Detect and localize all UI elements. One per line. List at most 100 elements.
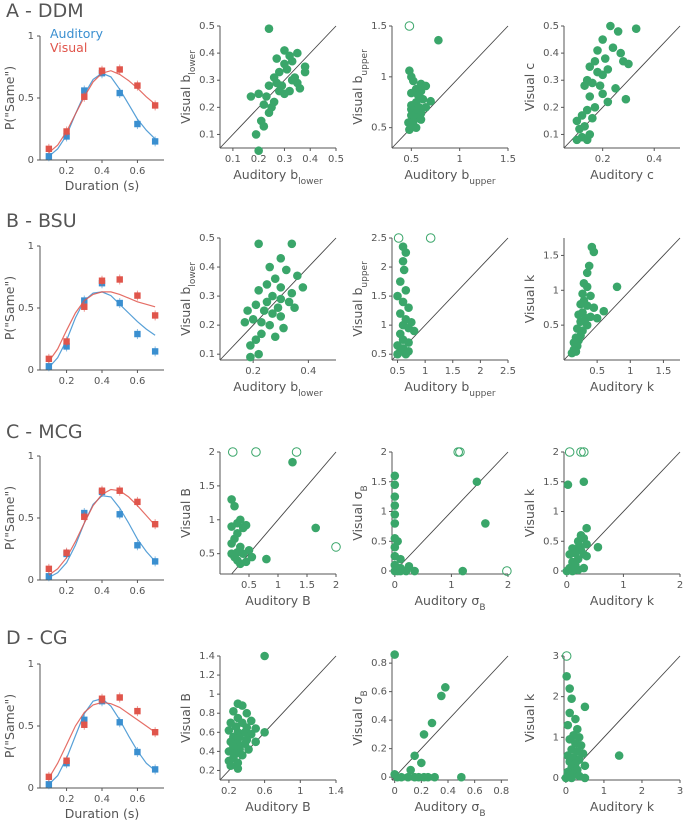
- y-tick-label: 1.5: [199, 481, 215, 492]
- x-tick-label: 0.5: [328, 154, 344, 165]
- scatter-point: [247, 552, 257, 562]
- x-axis-label: Auditory σB: [414, 593, 485, 613]
- identity-line: [391, 655, 509, 781]
- scatter-point: [406, 765, 415, 775]
- auditory-data-point: [116, 299, 123, 307]
- scatter-point: [409, 326, 419, 336]
- scatter-point: [585, 92, 595, 101]
- x-tick-label: 0.5: [241, 580, 257, 591]
- scatter-point: [262, 554, 271, 564]
- y-tick-label: 0.2: [371, 744, 387, 755]
- scatter-point: [224, 747, 234, 756]
- scatter-point: [284, 297, 294, 307]
- scatter-point: [265, 262, 275, 272]
- scatter-point: [580, 773, 590, 783]
- y-tick-label: 0.8: [199, 708, 215, 719]
- x-tick-label: 0.2: [59, 376, 75, 387]
- y-axis-label: Visual σB: [350, 485, 370, 540]
- scatter-point: [405, 125, 414, 134]
- ddm-c-scatter: 0.2 0.4 0.1 0.2 0.3 0.4 0.5 Auditory c Visual c: [522, 21, 681, 182]
- x-tick-label: 0.2: [59, 794, 75, 805]
- y-tick-label: 1: [553, 732, 559, 743]
- x-axis-label: Auditory blower: [233, 379, 323, 399]
- scatter-point: [582, 105, 592, 115]
- scatter-point: [600, 54, 610, 63]
- scatter-point: [390, 519, 400, 528]
- scatter-point: [599, 306, 609, 316]
- x-tick-label: 0.3: [276, 154, 292, 165]
- auditory-data-point: [45, 153, 53, 160]
- scatter-point: [236, 559, 245, 569]
- x-tick-label: 0.4: [94, 794, 110, 805]
- y-tick-label: 0.2: [543, 102, 559, 113]
- visual-data-point: [98, 67, 106, 74]
- scatter-point: [254, 285, 263, 295]
- scatter-point: [396, 563, 405, 573]
- x-tick-label: 0: [392, 580, 398, 591]
- visual-data-point: [116, 66, 123, 73]
- auditory-data-point: [81, 87, 88, 94]
- y-tick-label: 2.5: [371, 233, 387, 244]
- scatter-point-open: [425, 233, 436, 243]
- y-axis-label: Visual bupper: [350, 49, 370, 125]
- x-axis-label: Auditory bupper: [404, 167, 496, 187]
- scatter-point-open: [331, 542, 341, 552]
- scatter-point-open: [393, 233, 404, 243]
- scatter-point: [598, 70, 607, 80]
- x-tick-label: 2: [477, 366, 483, 377]
- y-tick-label: 0.3: [543, 75, 559, 86]
- scatter-point: [233, 764, 243, 773]
- scatter-point: [404, 561, 414, 571]
- visual-data-point: [151, 521, 159, 528]
- visual-data-point: [134, 707, 141, 715]
- x-tick-label: 0.4: [94, 166, 110, 177]
- x-tick-label: 1.5: [445, 366, 461, 377]
- auditory-data-point: [116, 719, 123, 726]
- y-tick-label: 0.3: [199, 291, 215, 302]
- auditory-data-point: [134, 542, 141, 549]
- scatter-point: [411, 123, 421, 132]
- mcg-b-scatter: 0.5 1 1.5 2 0.5 1 1.5 2 Auditory B Visual B: [178, 447, 341, 608]
- scatter-point-open: [561, 651, 572, 661]
- scatter-point: [238, 549, 248, 558]
- y-axis-label: Visual bupper: [350, 261, 370, 337]
- x-tick-label: 1.5: [299, 580, 315, 591]
- bsu-psychometric-plot: 0 0.5 1 0.2 0.4 0.6 P("Same"): [2, 241, 164, 387]
- identity-line: [231, 451, 337, 575]
- y-tick-label: 1: [553, 507, 559, 518]
- x-tick-label: 0.4: [94, 376, 110, 387]
- visual-data-point: [45, 355, 53, 363]
- y-axis-label: Visual σB: [350, 690, 370, 745]
- visual-data-point: [134, 498, 141, 506]
- auditory-data-point: [151, 558, 159, 565]
- scatter-point-open: [455, 447, 465, 457]
- x-tick-label: 0.4: [440, 786, 456, 797]
- scatter-point: [613, 27, 623, 36]
- scatter-point-open: [576, 447, 586, 457]
- y-tick-label: 0.5: [371, 349, 387, 360]
- x-tick-label: 2: [677, 580, 683, 591]
- x-tick-label: 0.2: [595, 154, 611, 165]
- scatter-point: [244, 745, 253, 754]
- visual-data-point: [134, 82, 141, 89]
- scatter-point: [401, 248, 411, 257]
- x-tick-label: 1: [422, 366, 428, 377]
- bsu-b-upper-scatter: 0.5 1 1.5 2 2.5 0.5 1 1.5 2 2.5 Auditory bupper Vis…: [350, 233, 516, 399]
- visual-data-point: [63, 757, 70, 764]
- scatter-point: [576, 317, 585, 326]
- scatter-point: [598, 89, 607, 99]
- scatter-point: [254, 89, 263, 99]
- scatter-point: [262, 297, 272, 307]
- scatter-point: [606, 21, 615, 31]
- scatter-point: [404, 338, 413, 347]
- scatter-point: [427, 718, 437, 728]
- x-axis-label: Auditory B: [245, 799, 311, 814]
- scatter-point: [251, 300, 261, 310]
- scatter-point: [567, 773, 576, 783]
- y-tick-label: 1: [381, 507, 387, 518]
- scatter-point: [257, 317, 266, 327]
- y-tick-label: 0.5: [18, 513, 34, 524]
- scatter-point: [616, 48, 626, 58]
- scatter-point: [288, 457, 297, 467]
